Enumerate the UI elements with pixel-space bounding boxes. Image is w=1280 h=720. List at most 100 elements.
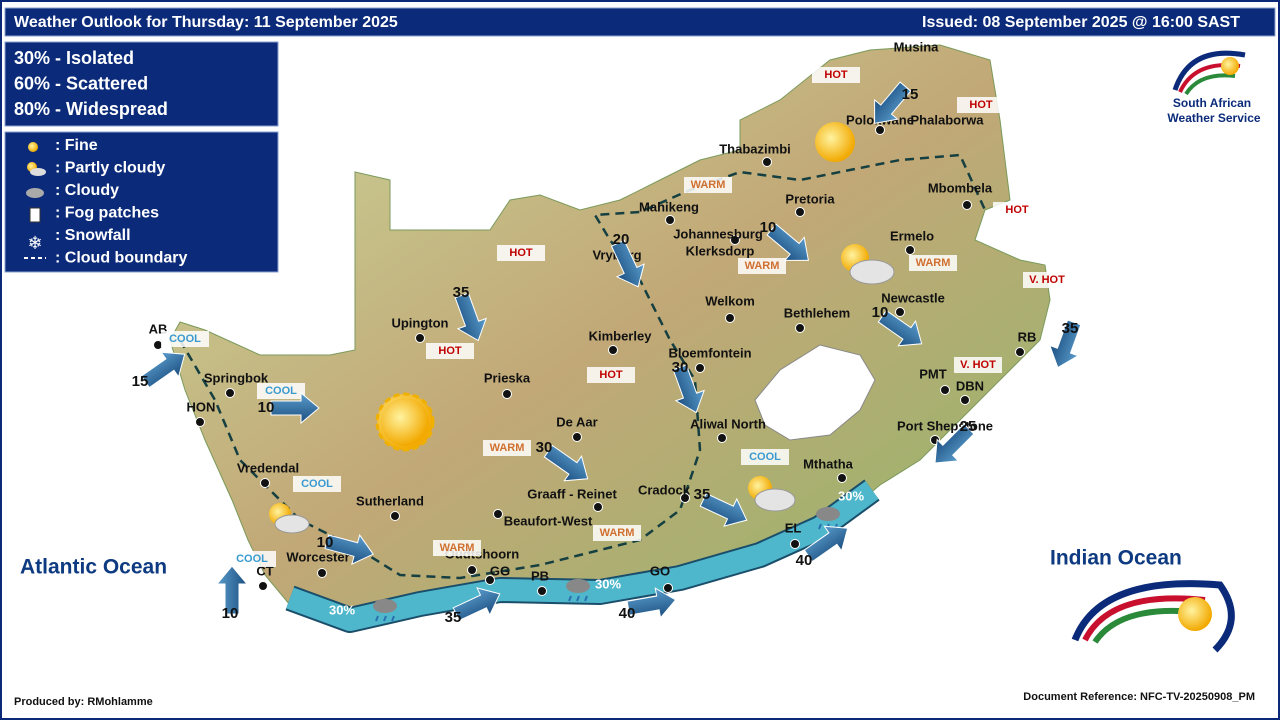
wind-speed: 35 (445, 609, 462, 626)
place-dot (762, 157, 772, 167)
logo-bottom (1071, 580, 1235, 653)
temperature-box (738, 258, 786, 274)
place-dot (390, 511, 400, 521)
wind-speed: 15 (902, 86, 919, 103)
place-dot (593, 502, 603, 512)
place-dot (493, 509, 503, 519)
place-dot (317, 568, 327, 578)
temperature-box (161, 331, 209, 347)
rain-chance: 30% (595, 576, 621, 591)
place-label: GO (650, 563, 670, 578)
cloud-boundary (178, 153, 987, 580)
footer-reference: Document Reference: NFC-TV-20250908_PM (1023, 691, 1255, 703)
wind-speed: 20 (613, 231, 630, 248)
temperature-box (497, 245, 545, 261)
place-label: GG (490, 563, 510, 578)
wind-speed: 35 (1062, 320, 1079, 337)
wind-arrow (215, 565, 249, 615)
temperature-box (741, 449, 789, 465)
place-dot (725, 313, 735, 323)
temperature-box (293, 476, 341, 492)
place-dot (572, 432, 582, 442)
ocean-label: Atlantic Ocean (20, 556, 167, 579)
wind-speed: 10 (872, 304, 889, 321)
place-dot (795, 323, 805, 333)
icon-cloudy (26, 188, 44, 198)
place-label: Thabazimbi (719, 141, 791, 156)
place-label: Bloemfontein (668, 345, 751, 360)
header-title: Weather Outlook for Thursday: 11 Septemb… (14, 14, 398, 31)
place-label: RB (1018, 329, 1037, 344)
place-label: Sutherland (356, 493, 424, 508)
place-dot (415, 333, 425, 343)
place-dot (790, 539, 800, 549)
place-label: Beaufort-West (504, 513, 593, 528)
partly-cloudy-icon (269, 503, 310, 534)
place-dot (260, 478, 270, 488)
rain-icon (816, 507, 840, 530)
place-dot (962, 200, 972, 210)
place-dot (195, 417, 205, 427)
place-label: Newcastle (881, 290, 945, 305)
place-label: Pretoria (785, 191, 835, 206)
rain-icon (566, 579, 590, 602)
wind-arrow (270, 391, 320, 425)
icon-snow: ❄ (27, 233, 42, 253)
place-label: Aliwal North (690, 416, 766, 431)
place-dot (940, 385, 950, 395)
temperature-label: WARM (691, 179, 726, 191)
place-dot (608, 345, 618, 355)
place-dot (837, 473, 847, 483)
temperature-box (483, 440, 531, 456)
map-annotations: MusinaPolokwanePhalaborwaThabazimbiMbomb… (132, 39, 1082, 626)
temperature-label: COOL (301, 478, 333, 490)
temperature-label: WARM (600, 527, 635, 539)
place-label: Kimberley (589, 328, 653, 343)
wind-arrow (934, 423, 975, 464)
icon-fine (28, 142, 38, 152)
logo-line2: Weather Service (1167, 111, 1260, 125)
place-label: Mahikeng (639, 199, 699, 214)
place-label: Cradock (638, 482, 691, 497)
rain-icon (373, 599, 397, 622)
wind-arrow (874, 81, 912, 124)
place-label: Springbok (204, 370, 269, 385)
symbol-legend-box (4, 131, 279, 273)
temperature-label: V. HOT (960, 359, 996, 371)
temperature-label: HOT (1005, 204, 1029, 216)
temperature-label: COOL (749, 451, 781, 463)
temperature-box (812, 67, 860, 83)
symbol-entry: : Fog patches (55, 205, 159, 222)
sun-icon (815, 122, 855, 162)
wind-speed: 10 (222, 605, 239, 622)
header-bar (4, 7, 1276, 37)
temperature-box (684, 177, 732, 193)
temperature-label: COOL (236, 553, 268, 565)
place-label: Graaff - Reinet (527, 486, 617, 501)
temperature-label: COOL (169, 333, 201, 345)
wind-speed: 10 (317, 534, 334, 551)
temperature-box (433, 540, 481, 556)
place-dot (663, 583, 673, 593)
place-label: Musina (894, 39, 940, 54)
wind-arrow (626, 587, 677, 619)
symbol-entry: : Partly cloudy (55, 160, 165, 177)
wind-arrow (452, 587, 501, 622)
wind-arrow (140, 351, 186, 389)
rain-chance: 30% (838, 488, 864, 503)
probability-legend-box (4, 41, 279, 127)
symbol-entry: : Cloudy (55, 182, 119, 199)
wind-arrow (766, 223, 809, 261)
place-label: Worcester (286, 549, 349, 564)
wind-arrow (1049, 319, 1082, 369)
place-label: Phalaborwa (911, 112, 985, 127)
icon-fog (29, 207, 41, 223)
place-dot (680, 493, 690, 503)
temperature-label: WARM (745, 260, 780, 272)
ocean-label: Indian Ocean (1050, 547, 1182, 570)
wind-arrow (543, 444, 589, 482)
place-dot (537, 586, 547, 596)
temperature-box (954, 357, 1002, 373)
